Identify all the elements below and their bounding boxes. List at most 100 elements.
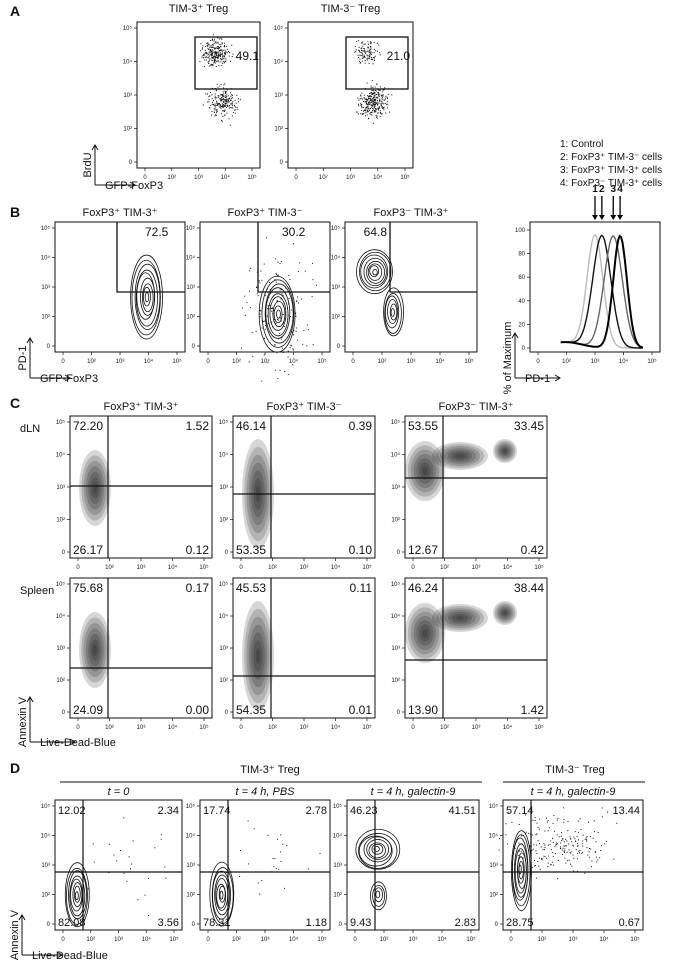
outlier-dots xyxy=(241,237,317,382)
y-tick-label: 10⁵ xyxy=(41,225,51,232)
event-dot xyxy=(212,54,214,56)
event-dot xyxy=(368,109,370,111)
event-dot xyxy=(555,843,557,845)
event-dot xyxy=(360,97,362,99)
event-dot xyxy=(221,98,223,100)
event-dot xyxy=(257,882,259,884)
event-dot xyxy=(539,818,541,820)
event-dot xyxy=(547,830,549,832)
event-dot xyxy=(370,49,372,51)
event-dot xyxy=(529,846,531,848)
event-dot xyxy=(552,841,554,843)
contour-line xyxy=(383,287,404,337)
event-dot xyxy=(293,329,295,331)
event-dot xyxy=(264,328,266,330)
event-dot xyxy=(369,54,371,56)
event-dot xyxy=(200,43,202,45)
event-dot xyxy=(550,840,552,842)
event-dot xyxy=(362,110,364,112)
event-dot xyxy=(207,93,209,95)
event-dot xyxy=(293,349,295,351)
event-dot xyxy=(365,101,367,103)
event-dot xyxy=(215,57,217,59)
x-tick-label: 0 xyxy=(353,937,357,943)
event-dot xyxy=(382,95,384,97)
y-tick-label: 10⁴ xyxy=(41,833,51,840)
event-dot xyxy=(361,60,363,62)
event-dot xyxy=(221,49,223,51)
event-dot xyxy=(312,279,314,281)
event-dot xyxy=(260,270,262,272)
contour-line xyxy=(265,287,291,339)
event-dot xyxy=(561,849,563,851)
event-dot xyxy=(527,832,529,834)
event-dot xyxy=(378,44,380,46)
y-tick-label: 10² xyxy=(41,315,50,321)
event-dot xyxy=(221,110,223,112)
event-dot xyxy=(217,53,219,55)
event-dot xyxy=(367,47,369,49)
quadrant-value-bottom-right: 3.56 xyxy=(158,917,179,929)
event-dot xyxy=(226,45,228,47)
event-dot xyxy=(525,814,527,816)
event-dot xyxy=(572,844,574,846)
event-dot xyxy=(222,94,224,96)
event-dot xyxy=(275,322,277,324)
event-dot xyxy=(597,859,599,861)
event-dot xyxy=(535,834,537,836)
event-dot xyxy=(373,56,375,58)
event-dot xyxy=(591,860,593,862)
quadrant-value-bottom-left: 78.31 xyxy=(203,917,231,929)
event-dot xyxy=(209,55,211,57)
event-dot xyxy=(210,50,212,52)
event-dot xyxy=(367,59,369,61)
y-tick-label: 10² xyxy=(56,518,65,524)
peak-arrow-label: 2 xyxy=(599,184,605,195)
event-dot xyxy=(211,64,213,66)
event-dot xyxy=(573,857,575,859)
event-dot xyxy=(216,55,218,57)
event-dot xyxy=(295,330,297,332)
y-tick-label: 10² xyxy=(391,518,400,524)
event-dot xyxy=(369,93,371,95)
event-dot xyxy=(204,52,206,54)
event-dot xyxy=(226,93,228,95)
event-dot xyxy=(236,106,238,108)
event-dot xyxy=(589,847,591,849)
event-dot xyxy=(225,100,227,102)
event-dot xyxy=(292,364,294,366)
event-dot xyxy=(378,89,380,91)
event-dot xyxy=(365,53,367,55)
event-dot xyxy=(207,61,209,63)
event-dot xyxy=(220,37,222,39)
event-dot xyxy=(214,103,216,105)
event-dot xyxy=(361,52,363,54)
event-dot xyxy=(304,270,306,272)
event-dot xyxy=(228,98,230,100)
event-dot xyxy=(365,100,367,102)
gate-value: 49.1 xyxy=(236,49,260,63)
event-dot xyxy=(215,100,217,102)
event-dot xyxy=(379,86,381,88)
event-dot xyxy=(311,296,313,298)
event-dot xyxy=(377,109,379,111)
event-dot xyxy=(217,42,219,44)
contour-line xyxy=(389,303,398,321)
event-dot xyxy=(379,94,381,96)
live-cell-contour xyxy=(209,861,235,927)
event-dot xyxy=(361,54,363,56)
event-dot xyxy=(210,58,212,60)
contour-line xyxy=(366,260,385,284)
density-blob xyxy=(405,603,445,663)
event-dot xyxy=(546,857,548,859)
event-dot xyxy=(383,107,385,109)
gate-value: 30.2 xyxy=(282,225,306,239)
event-dot xyxy=(368,63,370,65)
x-tick-label: 0 xyxy=(206,359,210,365)
event-dot xyxy=(210,49,212,51)
event-dot xyxy=(372,102,374,104)
event-dot xyxy=(206,52,208,54)
density-blob xyxy=(493,439,517,463)
quadrant-value-bottom-right: 0.00 xyxy=(186,703,210,717)
